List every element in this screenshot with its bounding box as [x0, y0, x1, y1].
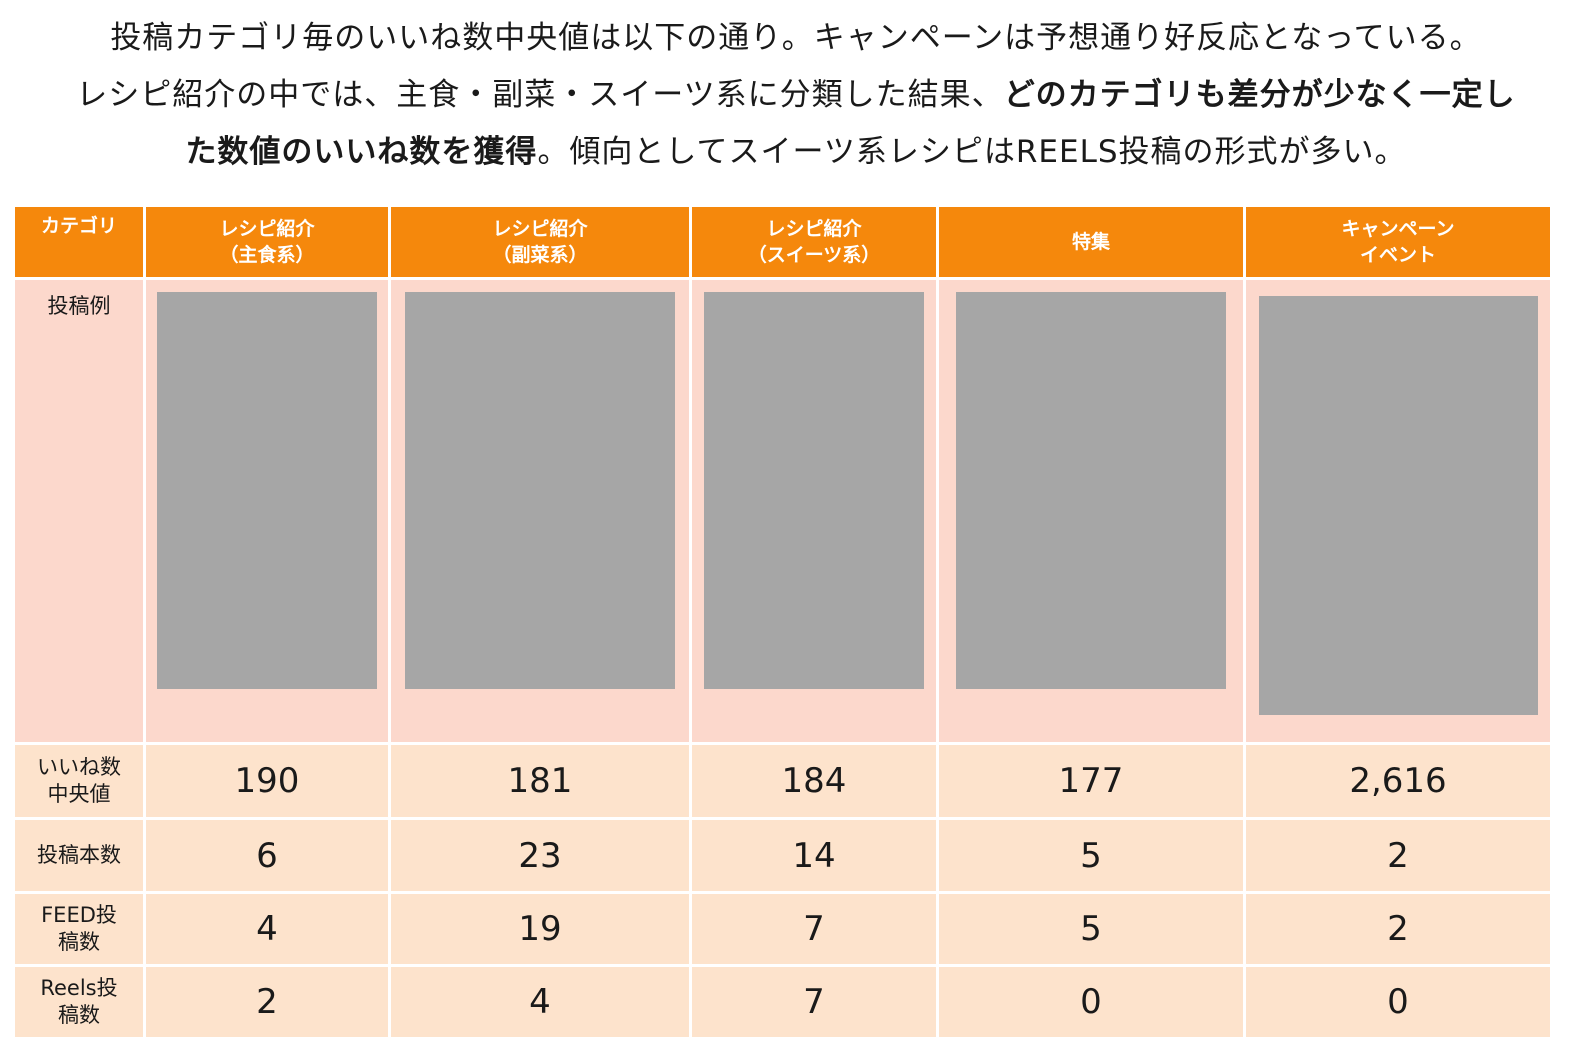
reels-count-label-line1: Reels投 [40, 976, 118, 1000]
header-col-side-line1: レシピ紹介 [492, 218, 588, 240]
example-row: 投稿例 [12, 277, 1553, 745]
header-col-campaign: キャンペーン イベント [1243, 204, 1553, 280]
summary-line-1: 投稿カテゴリ毎のいいね数中央値は以下の通り。キャンペーンは予想通り好反応となって… [20, 10, 1572, 67]
example-image-campaign [1258, 296, 1538, 715]
header-col-sweets-line1: レシピ紹介 [766, 218, 862, 240]
example-image-sweets [704, 292, 924, 689]
header-col-staple-line2: （主食系） [219, 244, 315, 266]
likes-median-campaign: 2,616 [1243, 742, 1553, 820]
likes-median-feature: 177 [936, 742, 1246, 820]
example-cell-campaign [1243, 277, 1553, 745]
feed-count-label-line2: 稿数 [58, 930, 100, 954]
summary-line-3-bold: た数値のいいね数を獲得 [185, 134, 538, 170]
reels-count-campaign: 0 [1243, 964, 1553, 1040]
header-col-campaign-line2: イベント [1359, 244, 1436, 266]
example-cell-feature [936, 277, 1246, 745]
post-count-staple: 6 [143, 817, 391, 894]
summary-line-3-plain: 。傾向としてスイーツ系レシピはREELS投稿の形式が多い。 [537, 134, 1407, 170]
post-count-row: 投稿本数 6 23 14 5 2 [12, 817, 1553, 894]
feed-count-campaign: 2 [1243, 891, 1553, 967]
feed-count-side: 19 [388, 891, 692, 967]
category-stats-table: カテゴリ レシピ紹介 （主食系） レシピ紹介 （副菜系） レシピ紹介 （スイーツ系） … [12, 204, 1553, 1040]
reels-count-label-line2: 稿数 [58, 1003, 100, 1027]
header-col-side: レシピ紹介 （副菜系） [388, 204, 692, 280]
header-col-feature-line1: 特集 [1071, 231, 1110, 253]
summary-line-2: レシピ紹介の中では、主食・副菜・スイーツ系に分類した結果、どのカテゴリも差分が少… [20, 67, 1572, 124]
header-col-side-line2: （副菜系） [492, 244, 588, 266]
header-col-sweets: レシピ紹介 （スイーツ系） [689, 204, 939, 280]
header-col-feature: 特集 [936, 204, 1246, 280]
header-col-staple-line1: レシピ紹介 [219, 218, 315, 240]
feed-count-staple: 4 [143, 891, 391, 967]
header-category: カテゴリ [12, 204, 146, 280]
example-image-feature [956, 292, 1226, 689]
summary-text: 投稿カテゴリ毎のいいね数中央値は以下の通り。キャンペーンは予想通り好反応となって… [20, 10, 1572, 181]
header-col-sweets-line2: （スイーツ系） [747, 244, 881, 266]
summary-line-3: た数値のいいね数を獲得。傾向としてスイーツ系レシピはREELS投稿の形式が多い。 [20, 124, 1572, 181]
post-count-campaign: 2 [1243, 817, 1553, 894]
post-count-side: 23 [388, 817, 692, 894]
likes-median-side: 181 [388, 742, 692, 820]
likes-median-sweets: 184 [689, 742, 939, 820]
feed-count-sweets: 7 [689, 891, 939, 967]
example-image-staple [157, 292, 377, 689]
likes-median-label-line1: いいね数 [37, 755, 121, 779]
reels-count-side: 4 [388, 964, 692, 1040]
summary-line-2-bold: どのカテゴリも差分が少なく一定し [1003, 77, 1516, 113]
likes-median-label-line2: 中央値 [47, 782, 111, 806]
feed-count-row: FEED投稿数 4 19 7 5 2 [12, 891, 1553, 967]
header-col-campaign-line1: キャンペーン [1341, 218, 1455, 240]
feed-count-label-line1: FEED投 [41, 903, 117, 927]
summary-line-1-text: 投稿カテゴリ毎のいいね数中央値は以下の通り。キャンペーンは予想通り好反応となって… [110, 20, 1482, 56]
feed-count-feature: 5 [936, 891, 1246, 967]
header-row: カテゴリ レシピ紹介 （主食系） レシピ紹介 （副菜系） レシピ紹介 （スイーツ系） … [12, 204, 1553, 280]
reels-count-sweets: 7 [689, 964, 939, 1040]
example-cell-sweets [689, 277, 939, 745]
likes-median-label: いいね数 中央値 [12, 742, 146, 820]
post-count-sweets: 14 [689, 817, 939, 894]
header-col-staple: レシピ紹介 （主食系） [143, 204, 391, 280]
post-count-label: 投稿本数 [12, 817, 146, 894]
example-cell-staple [143, 277, 391, 745]
summary-line-2-plain: レシピ紹介の中では、主食・副菜・スイーツ系に分類した結果、 [76, 77, 1004, 113]
reels-count-feature: 0 [936, 964, 1246, 1040]
likes-median-row: いいね数中央値 190 181 184 177 2,616 [12, 742, 1553, 820]
post-count-feature: 5 [936, 817, 1246, 894]
feed-count-label: FEED投稿数 [12, 891, 146, 967]
example-image-side [405, 292, 675, 689]
example-label: 投稿例 [12, 277, 146, 745]
reels-count-label: Reels投 稿数 [12, 964, 146, 1040]
example-cell-side [388, 277, 692, 745]
likes-median-staple: 190 [143, 742, 391, 820]
reels-count-staple: 2 [143, 964, 391, 1040]
reels-count-row: Reels投 稿数 2 4 7 0 0 [12, 964, 1553, 1040]
